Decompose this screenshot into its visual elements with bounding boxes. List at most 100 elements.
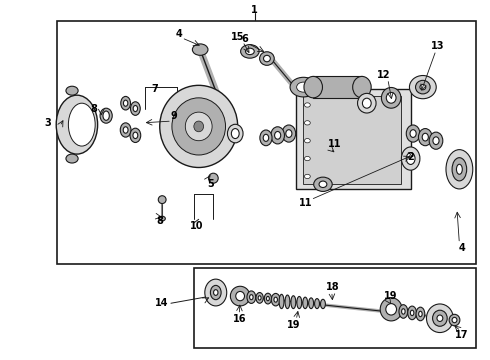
Ellipse shape [274,297,277,302]
Ellipse shape [245,48,254,55]
Ellipse shape [193,44,208,55]
Ellipse shape [264,293,271,304]
Ellipse shape [227,124,243,143]
Ellipse shape [100,108,112,123]
Text: 4: 4 [459,243,465,253]
Text: 1: 1 [251,5,258,15]
Ellipse shape [290,77,317,97]
Ellipse shape [130,102,140,115]
Ellipse shape [416,80,430,94]
Ellipse shape [120,123,131,137]
Bar [194,267,476,348]
Ellipse shape [433,137,439,145]
Bar [303,96,401,184]
Ellipse shape [410,76,436,99]
Ellipse shape [249,295,253,300]
Ellipse shape [358,93,376,113]
Ellipse shape [303,297,308,309]
Text: 13: 13 [431,41,444,51]
Ellipse shape [402,309,405,314]
Ellipse shape [319,181,327,188]
Ellipse shape [286,130,292,138]
Ellipse shape [304,76,322,98]
Ellipse shape [446,150,473,189]
Ellipse shape [304,157,310,161]
Ellipse shape [267,296,270,301]
Text: 10: 10 [190,221,203,231]
Ellipse shape [457,164,462,174]
Ellipse shape [297,296,302,309]
Ellipse shape [381,87,401,108]
Text: 11: 11 [299,198,313,208]
Ellipse shape [208,173,218,183]
Text: 6: 6 [242,34,248,44]
Text: 19: 19 [385,291,398,301]
Ellipse shape [304,174,310,179]
Text: 16: 16 [233,314,247,324]
Text: 14: 14 [155,298,169,308]
Ellipse shape [410,130,416,138]
Ellipse shape [103,111,109,120]
Ellipse shape [291,296,296,309]
Ellipse shape [420,85,426,90]
Ellipse shape [429,132,443,149]
Ellipse shape [66,154,78,163]
Ellipse shape [353,76,371,98]
Ellipse shape [260,130,272,146]
Ellipse shape [304,121,310,125]
Ellipse shape [418,311,422,317]
Ellipse shape [158,196,166,203]
Ellipse shape [449,314,460,326]
Ellipse shape [133,105,138,112]
Ellipse shape [214,290,218,296]
Ellipse shape [66,86,78,95]
Ellipse shape [130,128,141,143]
Ellipse shape [256,293,263,303]
Ellipse shape [410,310,414,316]
Ellipse shape [271,127,285,144]
Ellipse shape [271,293,280,306]
Ellipse shape [123,100,128,106]
Ellipse shape [426,304,453,333]
Text: 19: 19 [287,320,300,330]
Ellipse shape [408,306,416,320]
Ellipse shape [121,96,130,110]
Ellipse shape [210,285,221,300]
Text: 4: 4 [176,28,183,39]
Ellipse shape [264,55,270,62]
Ellipse shape [296,82,310,92]
Text: 3: 3 [44,118,51,128]
Text: 8: 8 [91,104,98,113]
Ellipse shape [69,103,95,146]
Ellipse shape [123,127,128,133]
Text: 11: 11 [328,139,342,149]
Ellipse shape [285,295,290,309]
Ellipse shape [282,125,295,142]
Ellipse shape [260,52,274,65]
Ellipse shape [236,292,245,301]
Text: 2: 2 [407,152,414,162]
Ellipse shape [172,98,225,155]
Ellipse shape [274,131,281,139]
Ellipse shape [452,158,466,181]
Text: 8: 8 [156,216,163,226]
Ellipse shape [194,121,203,132]
Ellipse shape [437,315,443,321]
Ellipse shape [320,299,325,309]
Bar [313,76,362,98]
Ellipse shape [231,129,239,139]
Ellipse shape [386,303,396,315]
Ellipse shape [263,134,269,141]
Text: 17: 17 [455,330,468,341]
Ellipse shape [185,112,212,141]
Text: 5: 5 [208,179,214,189]
Ellipse shape [401,147,420,170]
Bar [57,21,476,264]
Text: 9: 9 [171,111,178,121]
Ellipse shape [241,45,259,58]
Ellipse shape [247,291,256,303]
Ellipse shape [406,153,415,165]
Ellipse shape [279,294,284,309]
Text: 15: 15 [231,32,245,42]
Ellipse shape [309,298,314,309]
